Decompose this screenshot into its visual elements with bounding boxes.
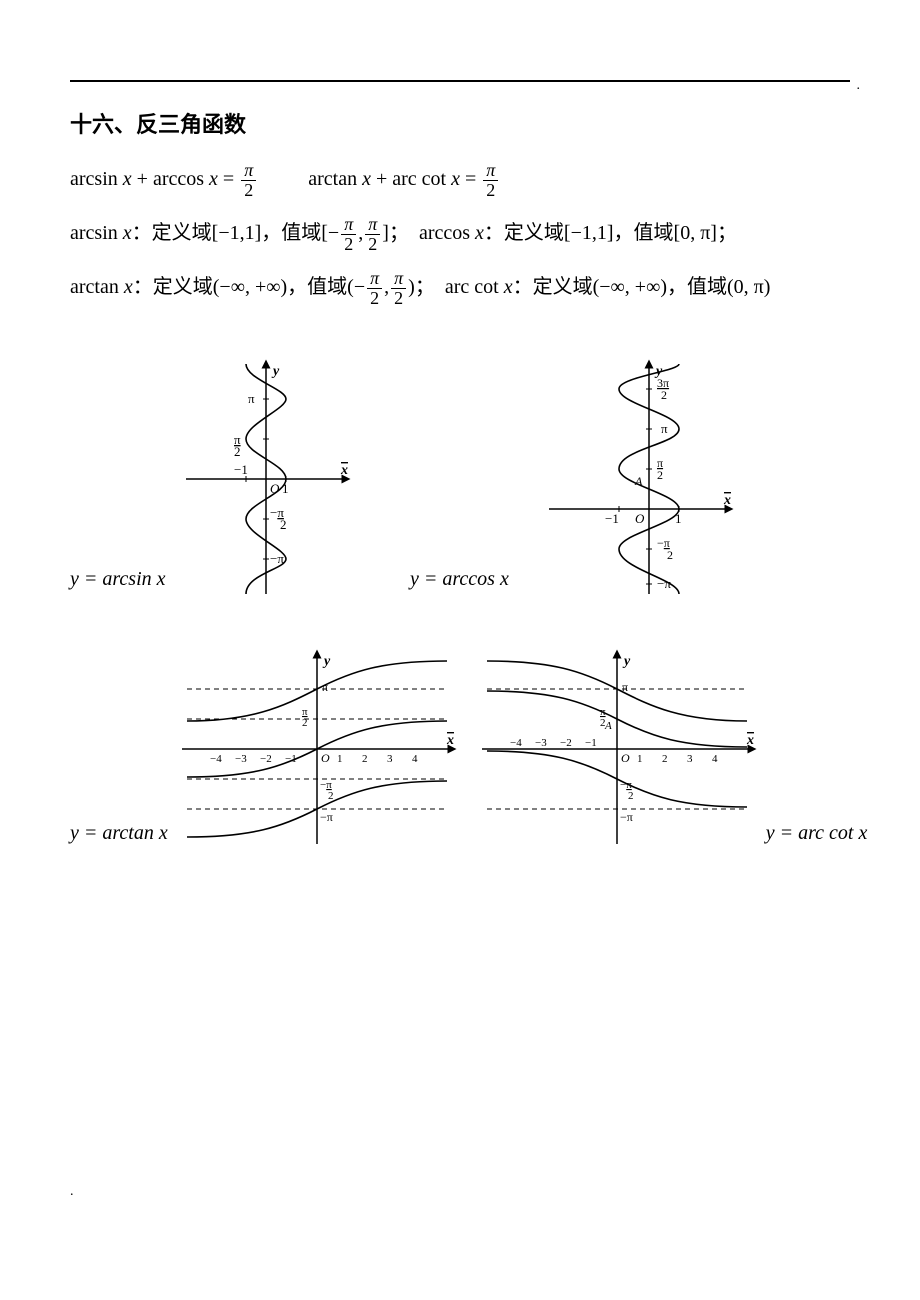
svg-text:−3: −3 [235,753,247,765]
identity-2: arctan x + arc cot x = π2 [308,168,500,190]
svg-text:A: A [604,720,612,732]
arcsin-label: y = arcsin x [70,568,166,591]
svg-text:−π: −π [620,810,633,824]
domain-line-1: arcsin x：定义域[−1,1]，值域[−π2,π2]； arccos x：… [70,211,850,255]
svg-text:2: 2 [657,468,663,482]
svg-text:x: x [446,733,454,748]
svg-text:y: y [322,654,331,669]
arccos-label: y = arccos x [410,568,509,591]
svg-text:2: 2 [362,753,368,765]
svg-text:x: x [746,733,754,748]
svg-text:−1: −1 [605,511,619,526]
svg-text:−1: −1 [234,462,248,477]
identities-row: arcsin x + arccos x = π2 arctan x + arc … [70,157,850,201]
svg-text:1: 1 [337,753,343,765]
svg-text:2: 2 [662,753,668,765]
svg-text:−1: −1 [585,737,597,749]
svg-text:2: 2 [661,388,667,402]
svg-text:y: y [622,654,631,669]
svg-text:3: 3 [387,753,393,765]
corner-mark: . [857,78,861,94]
arccos-cell: y = arccos x y x O −1 [410,359,810,599]
svg-text:2: 2 [667,548,673,562]
arcsin-graph: y x O −1 1 π 2 π −π 2 [176,359,356,599]
arcsin-cell: y = arcsin x y x O −1 [70,359,410,599]
svg-text:O: O [621,751,630,765]
svg-text:4: 4 [412,753,418,765]
svg-text:2: 2 [234,444,241,459]
svg-text:O: O [635,511,645,526]
svg-text:π: π [661,421,668,436]
identity-1: arcsin x + arccos x = π2 [70,168,263,190]
svg-text:O: O [321,751,330,765]
arctan-label: y = arctan x [70,822,168,845]
arccos-graph: y x O −1 1 3π 2 π π 2 A [539,359,739,599]
svg-text:−2: −2 [260,753,272,765]
svg-text:x: x [340,463,348,478]
svg-text:2: 2 [628,790,634,802]
svg-text:1: 1 [637,753,643,765]
top-horizontal-rule [70,80,850,82]
svg-text:2: 2 [280,517,287,532]
svg-text:π: π [322,680,328,694]
svg-text:−2: −2 [560,737,572,749]
section-title: 十六、反三角函数 [70,107,850,139]
svg-text:3: 3 [687,753,693,765]
graph-row-2: y = arctan x y x O [70,649,850,849]
arctan-cell: y = arctan x y x O [70,649,462,849]
svg-text:−4: −4 [210,753,222,765]
svg-text:−3: −3 [535,737,547,749]
footer-mark: . [70,1184,74,1200]
svg-text:2: 2 [328,790,334,802]
arctan-graph: y x O π π 2 −π 2 −π −4−3−2−1 [172,649,462,849]
svg-text:−4: −4 [510,737,522,749]
arccot-graph: y x O π π 2 A −π 2 −π −4−3−2−1 [472,649,762,849]
page: . 十六、反三角函数 arcsin x + arccos x = π2 arct… [0,0,920,1300]
svg-text:4: 4 [712,753,718,765]
svg-text:2: 2 [302,717,308,729]
svg-text:π: π [248,391,255,406]
svg-text:y: y [271,364,280,379]
arccot-label: y = arc cot x [766,822,868,845]
domain-line-2: arctan x：定义域(−∞, +∞)，值域(−π2,π2)； arc cot… [70,265,850,309]
svg-text:−π: −π [320,810,333,824]
arccot-cell: y x O π π 2 A −π 2 −π −4−3−2−1 [472,649,868,849]
graph-row-1: y = arcsin x y x O −1 [70,359,850,599]
svg-text:x: x [723,493,731,508]
graphs-container: y = arcsin x y x O −1 [70,359,850,849]
